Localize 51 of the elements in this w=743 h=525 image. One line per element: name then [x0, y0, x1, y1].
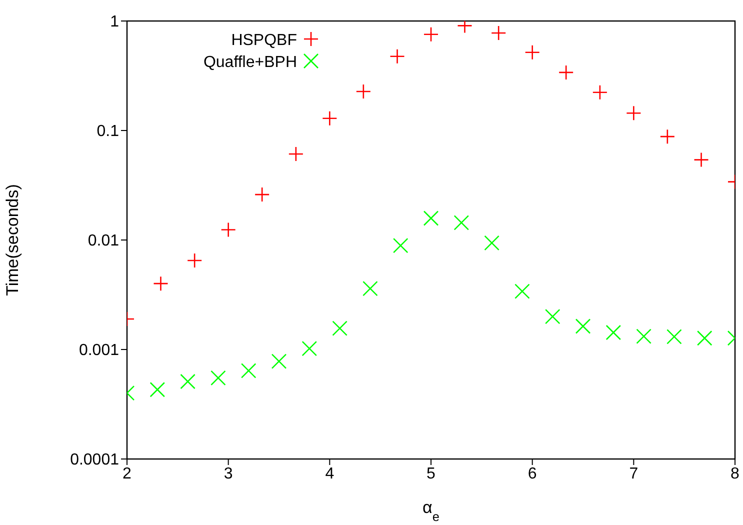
point — [302, 340, 318, 356]
x-tick-label: 5 — [426, 465, 436, 482]
point — [271, 354, 287, 369]
point — [150, 382, 166, 398]
point — [626, 106, 642, 121]
x-tick-label: 2 — [122, 465, 132, 482]
point — [544, 308, 560, 324]
point — [220, 222, 236, 238]
y-tick-label: 0.0001 — [70, 452, 120, 469]
point — [180, 374, 196, 390]
point — [454, 215, 470, 230]
x-axis-title: α$_{e}$ — [422, 498, 440, 524]
point — [524, 44, 540, 60]
point — [153, 276, 168, 292]
x-tick-label: 3 — [224, 465, 233, 482]
point — [362, 280, 378, 296]
point — [210, 370, 226, 386]
point — [558, 64, 574, 80]
x-tick-label: 8 — [730, 465, 740, 482]
point — [240, 363, 256, 378]
point — [666, 329, 682, 344]
point — [694, 152, 709, 168]
point — [288, 146, 304, 162]
point — [660, 128, 676, 144]
point — [636, 328, 652, 344]
legend-label: Quaffle+BPH — [203, 54, 297, 71]
point — [606, 324, 622, 340]
point — [696, 330, 712, 346]
point — [514, 284, 530, 299]
y-tick-label: 0.1 — [96, 123, 120, 140]
x-tick-label: 7 — [629, 465, 638, 482]
y-tick-label: 0.01 — [88, 232, 120, 250]
y-tick-label: 1 — [110, 14, 120, 31]
point — [592, 84, 608, 100]
point — [392, 238, 408, 254]
point — [322, 110, 338, 126]
y-tick-label: 0.001 — [78, 342, 120, 360]
x-tick-label: 6 — [528, 465, 537, 482]
point — [390, 48, 405, 64]
point — [490, 25, 506, 41]
point — [423, 26, 439, 42]
point — [423, 210, 439, 226]
x-tick-label: 4 — [325, 465, 334, 482]
point — [186, 252, 202, 268]
y-axis-title: Time(seconds) — [3, 184, 22, 296]
point — [484, 235, 500, 251]
point — [575, 318, 591, 334]
point — [332, 320, 348, 336]
legend-label: HSPQBF — [231, 32, 298, 49]
point — [254, 186, 270, 202]
point — [356, 84, 372, 100]
